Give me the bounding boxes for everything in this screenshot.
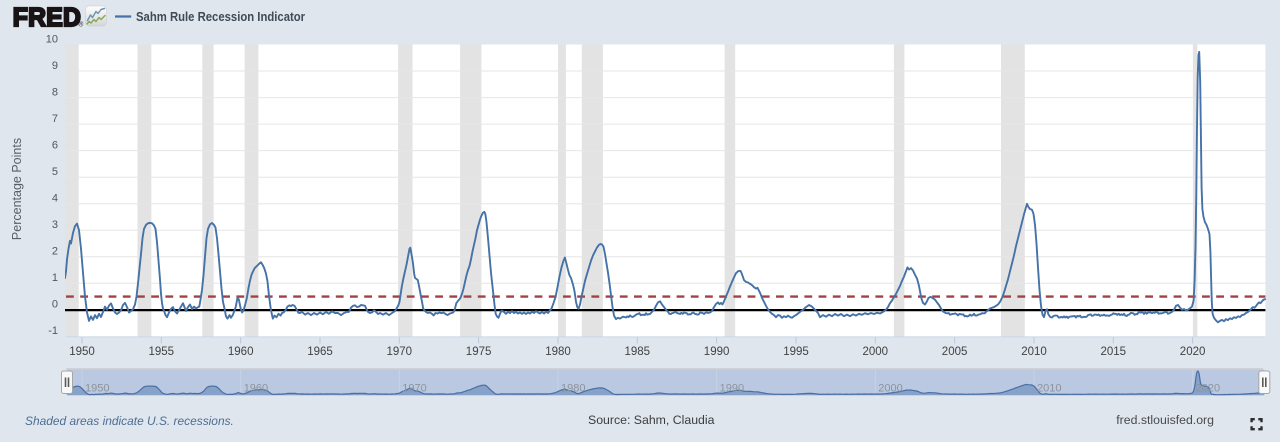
svg-text:2020: 2020 [1180, 346, 1206, 358]
svg-text:9: 9 [52, 60, 58, 72]
svg-text:6: 6 [52, 140, 58, 152]
svg-text:5: 5 [52, 166, 58, 178]
svg-text:3: 3 [52, 219, 58, 231]
svg-text:4: 4 [52, 193, 58, 205]
svg-text:-1: -1 [48, 325, 58, 337]
svg-text:1970: 1970 [402, 383, 426, 395]
svg-text:2010: 2010 [1037, 383, 1061, 395]
svg-text:10: 10 [46, 33, 58, 45]
svg-text:2000: 2000 [878, 383, 902, 395]
svg-text:1985: 1985 [625, 346, 651, 358]
svg-text:1950: 1950 [69, 346, 95, 358]
svg-text:1980: 1980 [545, 346, 571, 358]
svg-text:1990: 1990 [704, 346, 730, 358]
svg-text:®: ® [78, 21, 84, 29]
svg-text:1980: 1980 [561, 383, 585, 395]
svg-text:1960: 1960 [244, 383, 268, 395]
svg-text:1975: 1975 [466, 346, 492, 358]
svg-text:2000: 2000 [863, 346, 889, 358]
svg-text:1960: 1960 [228, 346, 254, 358]
svg-text:1950: 1950 [85, 383, 109, 395]
svg-text:1: 1 [52, 272, 58, 284]
svg-text:FRED: FRED [13, 3, 81, 32]
svg-text:1965: 1965 [307, 346, 333, 358]
svg-text:1955: 1955 [149, 346, 175, 358]
svg-text:7: 7 [52, 113, 58, 125]
svg-text:0: 0 [52, 299, 58, 311]
svg-text:1970: 1970 [387, 346, 413, 358]
svg-text:2020: 2020 [1196, 383, 1220, 395]
svg-text:8: 8 [52, 87, 58, 99]
svg-text:1990: 1990 [720, 383, 744, 395]
svg-text:2005: 2005 [942, 346, 968, 358]
svg-text:2015: 2015 [1101, 346, 1127, 358]
svg-text:2010: 2010 [1021, 346, 1047, 358]
svg-text:1995: 1995 [783, 346, 809, 358]
svg-text:2: 2 [52, 246, 58, 258]
